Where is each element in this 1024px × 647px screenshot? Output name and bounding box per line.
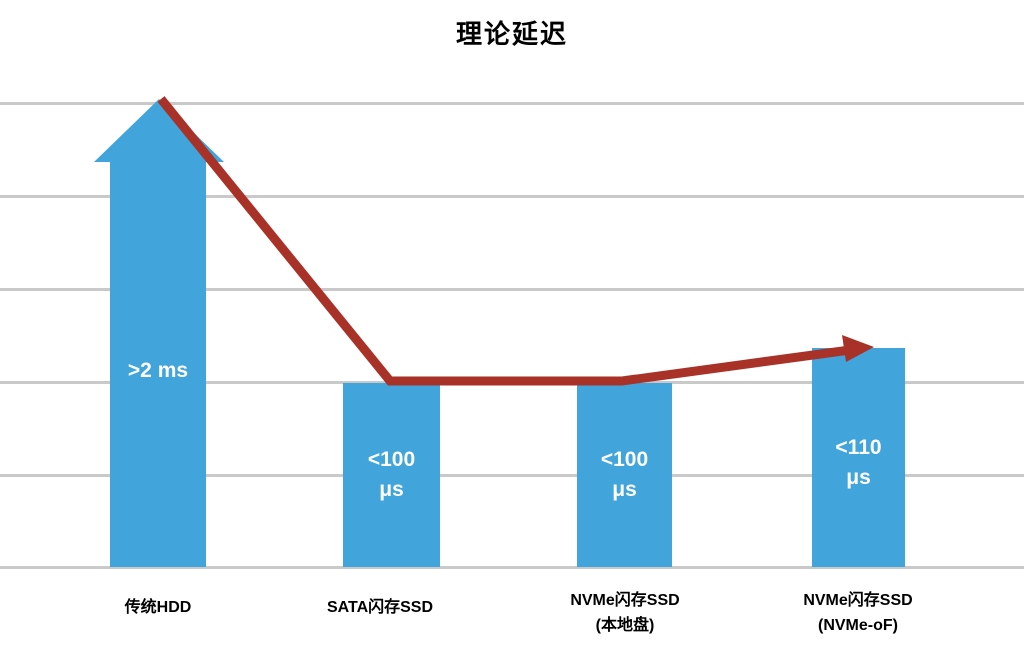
x-label-hdd: 传统HDD <box>124 599 192 616</box>
x-label-nvme-of: NVMe闪存SSD (NVMe-oF) <box>803 592 913 634</box>
x-label-sata: SATA闪存SSD <box>326 599 434 616</box>
bar-value-nvme-local: <100 μs <box>600 448 649 501</box>
x-label-nvme-local: NVMe闪存SSD (本地盘) <box>570 592 680 634</box>
bar-value-hdd: >2 ms <box>127 359 189 382</box>
gridline <box>0 474 1024 477</box>
chart-title: 理论延迟 <box>455 19 568 49</box>
bar-value-sata: <100 μs <box>367 448 416 501</box>
trend-arrow-line <box>157 96 851 386</box>
bar-nvme-local-ssd <box>577 383 672 567</box>
bar-sata-ssd <box>343 383 440 567</box>
x-axis-line <box>0 566 1024 569</box>
bar-hdd-arrowhead <box>94 99 224 162</box>
bar-value-nvme-of: <110 μs <box>835 436 882 489</box>
